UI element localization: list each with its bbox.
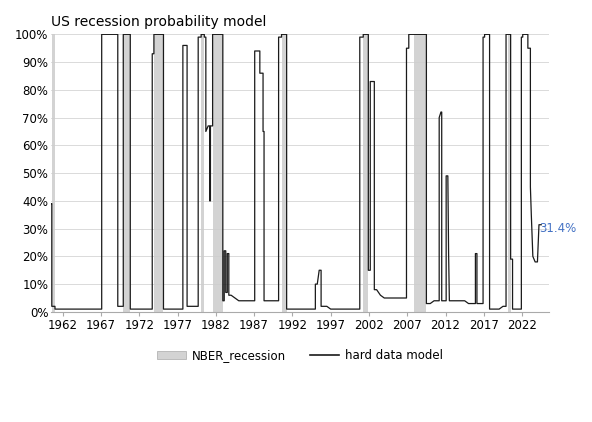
Bar <box>201 34 204 312</box>
Bar <box>213 34 223 312</box>
Bar <box>508 34 511 312</box>
Text: 31.4%: 31.4% <box>539 222 576 235</box>
Bar <box>154 34 163 312</box>
Text: US recession probability model: US recession probability model <box>51 15 266 29</box>
Bar <box>53 34 55 312</box>
Legend: NBER_recession, hard data model: NBER_recession, hard data model <box>152 345 448 367</box>
Bar <box>414 34 426 312</box>
Bar <box>123 34 130 312</box>
Bar <box>363 34 368 312</box>
Bar <box>282 34 287 312</box>
